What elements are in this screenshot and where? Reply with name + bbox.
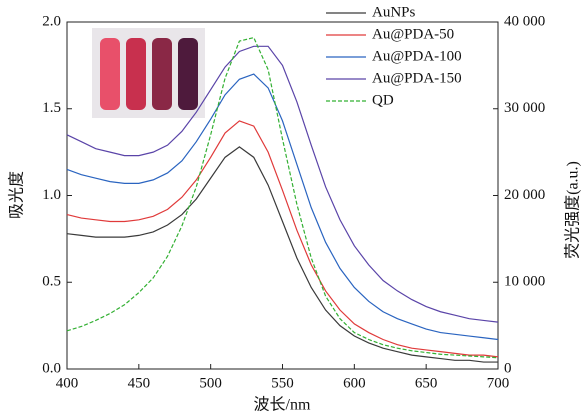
series-line xyxy=(66,120,499,358)
y2-tick-label: 40 000 xyxy=(504,13,545,29)
tube xyxy=(152,38,172,110)
y2-axis-label: 荧光强度(a.u.) xyxy=(564,161,582,259)
x-tick-label: 550 xyxy=(271,375,294,391)
tube xyxy=(178,38,198,110)
x-tick-label: 500 xyxy=(199,375,222,391)
series-line xyxy=(66,45,499,323)
legend-label: QD xyxy=(372,92,394,108)
x-tick-label: 400 xyxy=(56,375,79,391)
x-tick-label: 700 xyxy=(487,375,510,391)
x-axis-label: 波长/nm xyxy=(254,396,311,414)
series-line xyxy=(66,36,499,359)
legend-label: Au@PDA-50 xyxy=(372,26,454,42)
legend-label: Au@PDA-150 xyxy=(372,70,462,86)
y-tick-label: 2.0 xyxy=(42,13,61,29)
x-tick-label: 450 xyxy=(128,375,151,391)
legend-label: Au@PDA-100 xyxy=(372,48,462,64)
y-tick-label: 0.0 xyxy=(42,360,61,376)
tube xyxy=(126,38,146,110)
y2-tick-label: 20 000 xyxy=(504,187,545,203)
y2-tick-label: 10 000 xyxy=(504,274,545,290)
tube xyxy=(100,38,120,110)
series-line xyxy=(66,73,499,341)
legend-label: AuNPs xyxy=(372,4,416,20)
x-tick-label: 600 xyxy=(343,375,366,391)
y-axis-label: 吸光度 xyxy=(8,171,26,219)
y-tick-label: 1.5 xyxy=(42,100,61,116)
y-tick-label: 1.0 xyxy=(42,187,61,203)
inset-photo xyxy=(92,28,205,118)
series-line xyxy=(66,146,498,363)
y-tick-label: 0.5 xyxy=(42,274,61,290)
y2-tick-label: 0 xyxy=(504,360,512,376)
x-tick-label: 650 xyxy=(415,375,438,391)
y2-tick-label: 30 000 xyxy=(504,100,545,116)
